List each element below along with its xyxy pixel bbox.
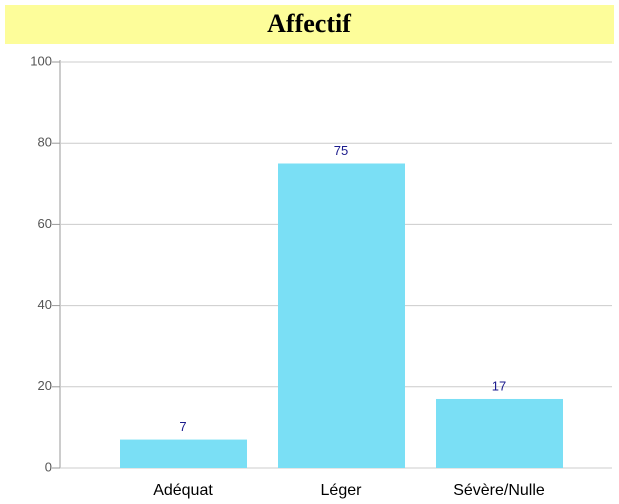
y-tick-label: 40: [38, 297, 52, 312]
x-tick-label: Sévère/Nulle: [453, 482, 545, 499]
chart-title: Affectif: [267, 9, 351, 38]
y-tick-label: 0: [45, 459, 52, 474]
data-label: 17: [492, 378, 506, 393]
x-tick-label: Léger: [321, 482, 363, 499]
y-tick-label: 80: [38, 135, 52, 150]
data-label: 75: [334, 143, 348, 158]
bar: [120, 439, 247, 468]
y-tick-label: 60: [38, 216, 52, 231]
x-tick-label: Adéquat: [153, 482, 213, 499]
y-tick-label: 20: [38, 378, 52, 393]
data-label: 7: [179, 419, 186, 434]
bar: [436, 398, 563, 468]
y-tick-label: 100: [30, 53, 52, 68]
bar: [278, 163, 405, 468]
title-banner: [5, 5, 614, 44]
